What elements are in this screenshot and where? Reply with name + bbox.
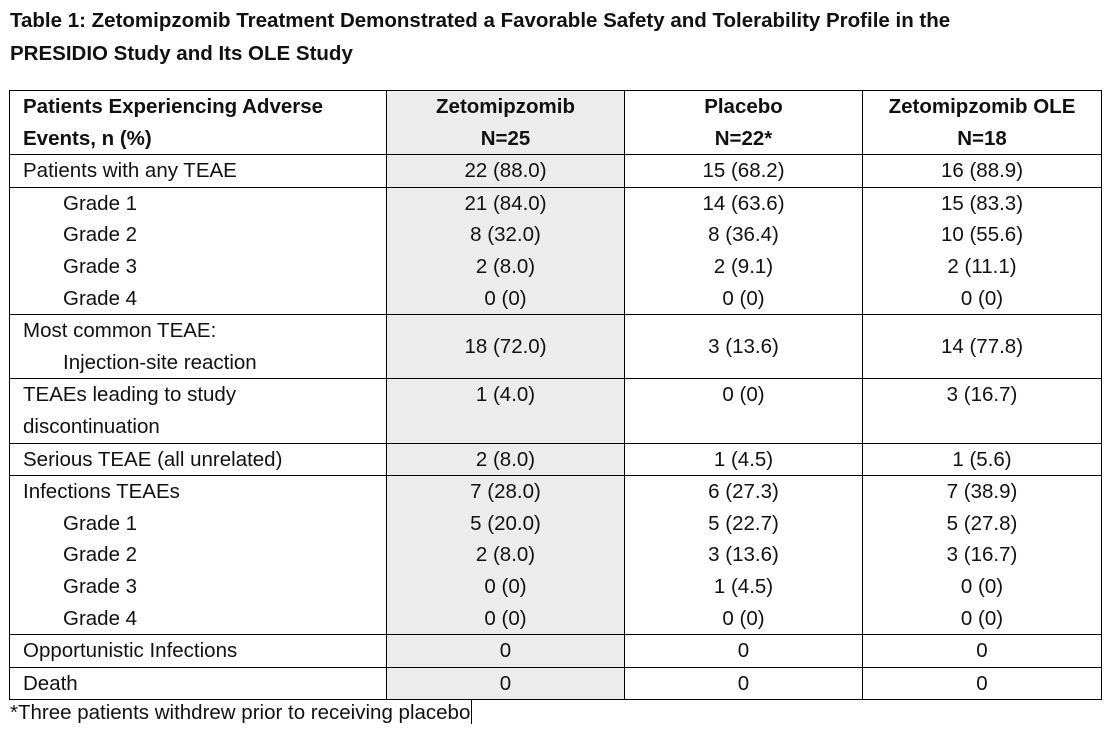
title-line-1: Table 1: Zetomipzomib Treatment Demonstr… — [10, 9, 951, 32]
cell-zetomipzomib: 2 (8.0) — [386, 442, 625, 477]
cell-placebo: 0 (0) — [624, 602, 863, 636]
cell-zetomipzomib: 0 — [386, 634, 625, 668]
cell-placebo: 8 (36.4) — [624, 219, 863, 251]
row-label: Grade 1 — [9, 507, 387, 540]
row-label: Grade 3 — [9, 250, 387, 283]
table-row: Grade 4 0 (0) 0 (0) 0 (0) — [9, 602, 1102, 636]
cell-ole: 0 (0) — [862, 602, 1102, 636]
cell-placebo: 14 (63.6) — [624, 186, 863, 220]
table-row: Grade 3 0 (0) 1 (4.5) 0 (0) — [9, 570, 1102, 603]
cell-ole: 3 (16.7) — [862, 378, 1102, 444]
header-events: Patients Experiencing Adverse Events, n … — [9, 89, 387, 156]
cell-zetomipzomib: 0 (0) — [386, 282, 625, 316]
table-row: Grade 2 8 (32.0) 8 (36.4) 10 (55.6) — [9, 219, 1102, 251]
row-label: Most common TEAE: Injection-site reactio… — [9, 314, 387, 380]
cell-ole: 14 (77.8) — [862, 314, 1102, 380]
text-cursor — [471, 700, 473, 724]
cell-zetomipzomib: 7 (28.0) — [386, 475, 625, 508]
cell-placebo: 6 (27.3) — [624, 475, 863, 508]
table-row: Grade 3 2 (8.0) 2 (9.1) 2 (11.1) — [9, 250, 1102, 283]
row-label: Serious TEAE (all unrelated) — [9, 442, 387, 477]
table-row: Grade 1 5 (20.0) 5 (22.7) 5 (27.8) — [9, 507, 1102, 540]
table-row: Patients with any TEAE 22 (88.0) 15 (68.… — [9, 154, 1102, 188]
table-row: Infections TEAEs 7 (28.0) 6 (27.3) 7 (38… — [9, 475, 1102, 508]
row-label: Grade 2 — [9, 539, 387, 571]
row-label: Grade 3 — [9, 570, 387, 603]
cell-zetomipzomib: 0 (0) — [386, 570, 625, 603]
footnote-text: *Three patients withdrew prior to receiv… — [10, 701, 471, 724]
cell-placebo: 3 (13.6) — [624, 539, 863, 571]
cell-zetomipzomib: 0 (0) — [386, 602, 625, 636]
cell-ole: 5 (27.8) — [862, 507, 1102, 540]
cell-ole: 7 (38.9) — [862, 475, 1102, 508]
cell-placebo: 1 (4.5) — [624, 570, 863, 603]
table-row: Death 0 0 0 — [9, 666, 1102, 701]
cell-placebo: 0 (0) — [624, 282, 863, 316]
cell-zetomipzomib: 0 — [386, 666, 625, 701]
cell-ole: 15 (83.3) — [862, 186, 1102, 220]
cell-zetomipzomib: 8 (32.0) — [386, 219, 625, 251]
cell-ole: 1 (5.6) — [862, 442, 1102, 477]
cell-ole: 0 (0) — [862, 282, 1102, 316]
cell-zetomipzomib: 21 (84.0) — [386, 186, 625, 220]
row-label: Grade 1 — [9, 186, 387, 220]
cell-ole: 10 (55.6) — [862, 219, 1102, 251]
cell-placebo: 0 — [624, 634, 863, 668]
header-zetomipzomib: Zetomipzomib N=25 — [386, 89, 625, 156]
cell-ole: 0 — [862, 666, 1102, 701]
row-label: Infections TEAEs — [9, 475, 387, 508]
cell-zetomipzomib: 1 (4.0) — [386, 378, 625, 444]
table-row: TEAEs leading to study discontinuation 1… — [9, 378, 1102, 444]
row-label: Grade 4 — [9, 602, 387, 636]
cell-placebo: 5 (22.7) — [624, 507, 863, 540]
cell-placebo: 2 (9.1) — [624, 250, 863, 283]
table-row: Opportunistic Infections 0 0 0 — [9, 634, 1102, 668]
cell-ole: 2 (11.1) — [862, 250, 1102, 283]
cell-placebo: 1 (4.5) — [624, 442, 863, 477]
row-label: Opportunistic Infections — [9, 634, 387, 668]
cell-zetomipzomib: 2 (8.0) — [386, 250, 625, 283]
header-placebo: Placebo N=22* — [624, 89, 863, 156]
table-row: Serious TEAE (all unrelated) 2 (8.0) 1 (… — [9, 442, 1102, 477]
cell-zetomipzomib: 22 (88.0) — [386, 154, 625, 188]
cell-zetomipzomib: 2 (8.0) — [386, 539, 625, 571]
footnote: *Three patients withdrew prior to receiv… — [10, 697, 473, 728]
table-row: Grade 4 0 (0) 0 (0) 0 (0) — [9, 282, 1102, 316]
table-row: Grade 2 2 (8.0) 3 (13.6) 3 (16.7) — [9, 539, 1102, 571]
table-title: Table 1: Zetomipzomib Treatment Demonstr… — [10, 4, 1100, 70]
header-zetomipzomib-ole: Zetomipzomib OLE N=18 — [862, 89, 1102, 156]
title-line-2: PRESIDIO Study and Its OLE Study — [10, 42, 353, 65]
cell-placebo: 3 (13.6) — [624, 314, 863, 380]
cell-zetomipzomib: 18 (72.0) — [386, 314, 625, 380]
cell-placebo: 15 (68.2) — [624, 154, 863, 188]
table-row: Grade 1 21 (84.0) 14 (63.6) 15 (83.3) — [9, 186, 1102, 220]
cell-placebo: 0 (0) — [624, 378, 863, 444]
safety-table: Patients Experiencing Adverse Events, n … — [9, 89, 1102, 701]
cell-ole: 0 — [862, 634, 1102, 668]
cell-zetomipzomib: 5 (20.0) — [386, 507, 625, 540]
row-label: Death — [9, 666, 387, 701]
table-row: Most common TEAE: Injection-site reactio… — [9, 314, 1102, 380]
row-label: TEAEs leading to study discontinuation — [9, 378, 387, 444]
cell-ole: 0 (0) — [862, 570, 1102, 603]
row-label: Grade 2 — [9, 219, 387, 251]
row-label: Patients with any TEAE — [9, 154, 387, 188]
row-label: Grade 4 — [9, 282, 387, 316]
cell-ole: 16 (88.9) — [862, 154, 1102, 188]
cell-ole: 3 (16.7) — [862, 539, 1102, 571]
cell-placebo: 0 — [624, 666, 863, 701]
table-header-row: Patients Experiencing Adverse Events, n … — [9, 89, 1102, 156]
